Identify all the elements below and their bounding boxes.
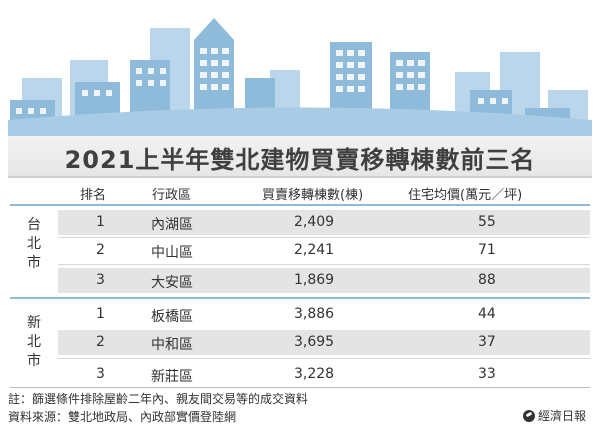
group-label-taipei: 台北市	[27, 217, 41, 271]
cell-district: 大安區	[151, 275, 193, 291]
cell-price: 71	[478, 242, 496, 258]
table-row: 2 中山區 2,241 71	[58, 238, 590, 263]
table-row: 1 內湖區 2,409 55	[58, 210, 590, 235]
divider	[58, 358, 590, 359]
city-skyline-illustration	[8, 18, 592, 150]
cell-transfers: 3,886	[294, 306, 335, 322]
cell-rank: 1	[96, 306, 105, 322]
cell-transfers: 1,869	[294, 272, 335, 288]
header-transfers: 買賣移轉棟數(棟)	[262, 188, 364, 203]
table-row: 3 新莊區 3,228 33	[58, 362, 590, 387]
publisher-logo: 經濟日報	[522, 407, 586, 424]
cell-price: 37	[478, 334, 496, 350]
data-source: 資料來源：雙北地政局、內政部實價登陸網	[8, 410, 237, 424]
cell-rank: 2	[96, 334, 105, 350]
cell-price: 55	[478, 214, 496, 230]
cell-district: 中和區	[151, 337, 193, 353]
cell-price: 44	[478, 306, 496, 322]
header-district: 行政區	[152, 188, 192, 203]
cell-district: 板橋區	[151, 309, 193, 325]
cell-price: 88	[478, 272, 496, 288]
publisher-name: 經濟日報	[537, 409, 586, 423]
cell-district: 中山區	[151, 245, 193, 261]
header-price: 住宅均價(萬元／坪)	[408, 188, 523, 203]
page-title: 2021上半年雙北建物買賣移轉棟數前三名	[64, 146, 536, 174]
publisher-logo-icon	[522, 410, 535, 422]
cell-price: 33	[478, 366, 496, 382]
divider	[10, 387, 590, 388]
table-row: 1 板橋區 3,886 44	[58, 302, 590, 327]
cell-rank: 3	[96, 272, 105, 288]
header-rank: 排名	[80, 188, 107, 203]
cell-transfers: 2,241	[294, 242, 335, 258]
table-row: 3 大安區 1,869 88	[58, 268, 590, 293]
cell-rank: 1	[96, 214, 105, 230]
divider	[58, 237, 590, 238]
footnote: 註：篩選條件排除屋齡二年內、親友間交易等的成交資料	[8, 392, 309, 406]
group-label-new-taipei: 新北市	[27, 315, 41, 369]
cell-transfers: 2,409	[294, 214, 335, 230]
title-band	[8, 136, 592, 178]
cell-transfers: 3,228	[294, 366, 335, 382]
cell-district: 內湖區	[151, 217, 193, 233]
cell-rank: 2	[96, 242, 105, 258]
cell-rank: 3	[96, 366, 105, 382]
divider	[10, 297, 590, 299]
cell-district: 新莊區	[151, 369, 193, 385]
divider	[10, 204, 590, 206]
cell-transfers: 3,695	[294, 334, 335, 350]
divider	[58, 264, 590, 265]
table-row: 2 中和區 3,695 37	[58, 330, 590, 355]
table-header: 排名 行政區 買賣移轉棟數(棟) 住宅均價(萬元／坪)	[10, 180, 590, 204]
